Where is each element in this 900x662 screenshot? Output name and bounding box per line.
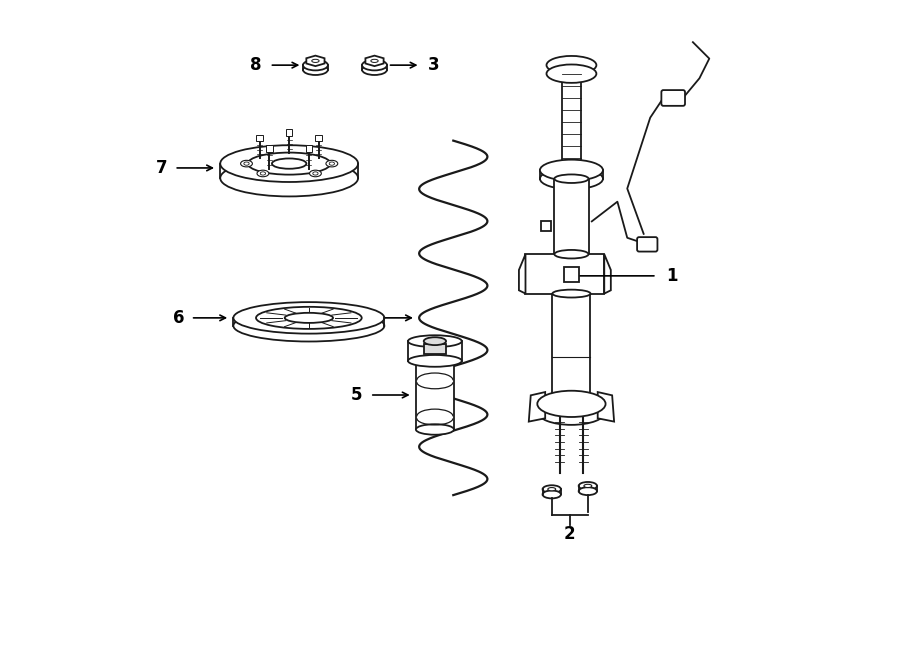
Ellipse shape <box>260 172 265 175</box>
Ellipse shape <box>548 487 555 491</box>
Ellipse shape <box>311 60 320 62</box>
Text: 1: 1 <box>667 267 678 285</box>
Bar <box>256 135 263 141</box>
Ellipse shape <box>256 307 362 329</box>
Ellipse shape <box>371 60 378 62</box>
Ellipse shape <box>362 64 387 75</box>
Ellipse shape <box>284 313 333 323</box>
Ellipse shape <box>408 355 462 367</box>
Ellipse shape <box>546 56 597 74</box>
Text: 2: 2 <box>564 525 576 543</box>
Text: 6: 6 <box>173 309 184 327</box>
Text: 7: 7 <box>156 159 167 177</box>
Polygon shape <box>529 392 545 422</box>
Ellipse shape <box>543 491 561 498</box>
Text: 4: 4 <box>358 309 370 327</box>
Polygon shape <box>519 254 526 293</box>
Polygon shape <box>541 221 551 231</box>
Text: 5: 5 <box>350 386 362 404</box>
Ellipse shape <box>579 482 597 490</box>
Ellipse shape <box>310 170 321 177</box>
Bar <box>416 355 454 430</box>
Text: 8: 8 <box>250 56 262 74</box>
Bar <box>424 344 446 354</box>
Ellipse shape <box>220 145 358 182</box>
Ellipse shape <box>326 160 338 167</box>
Ellipse shape <box>303 64 328 75</box>
Bar <box>286 130 292 136</box>
Ellipse shape <box>233 310 384 342</box>
Bar <box>408 341 462 361</box>
Text: 3: 3 <box>428 56 440 74</box>
Bar <box>306 145 312 152</box>
Polygon shape <box>365 56 383 66</box>
FancyBboxPatch shape <box>637 237 657 252</box>
Ellipse shape <box>554 250 589 258</box>
Polygon shape <box>604 254 611 293</box>
Ellipse shape <box>553 290 590 297</box>
Bar <box>315 135 322 141</box>
Ellipse shape <box>579 487 597 495</box>
Ellipse shape <box>257 170 269 177</box>
Ellipse shape <box>244 162 249 166</box>
Ellipse shape <box>540 160 603 181</box>
Ellipse shape <box>220 160 358 197</box>
Ellipse shape <box>554 175 589 183</box>
Ellipse shape <box>248 152 330 175</box>
Ellipse shape <box>408 335 462 347</box>
Ellipse shape <box>584 485 592 487</box>
Bar <box>526 254 604 293</box>
Ellipse shape <box>537 399 606 425</box>
Ellipse shape <box>362 60 387 70</box>
Ellipse shape <box>537 391 606 417</box>
Bar <box>266 145 273 152</box>
Ellipse shape <box>272 158 306 169</box>
Polygon shape <box>598 392 614 422</box>
Ellipse shape <box>543 485 561 493</box>
Ellipse shape <box>233 302 384 334</box>
Ellipse shape <box>546 64 597 83</box>
Ellipse shape <box>424 337 446 345</box>
Polygon shape <box>306 56 325 66</box>
Bar <box>563 267 580 282</box>
Ellipse shape <box>329 162 335 166</box>
Ellipse shape <box>303 60 328 70</box>
Bar <box>554 179 589 254</box>
FancyBboxPatch shape <box>662 90 685 106</box>
Bar <box>553 293 590 399</box>
Ellipse shape <box>240 160 252 167</box>
Ellipse shape <box>553 395 590 402</box>
Ellipse shape <box>540 168 603 189</box>
Ellipse shape <box>416 424 454 435</box>
Ellipse shape <box>313 172 318 175</box>
